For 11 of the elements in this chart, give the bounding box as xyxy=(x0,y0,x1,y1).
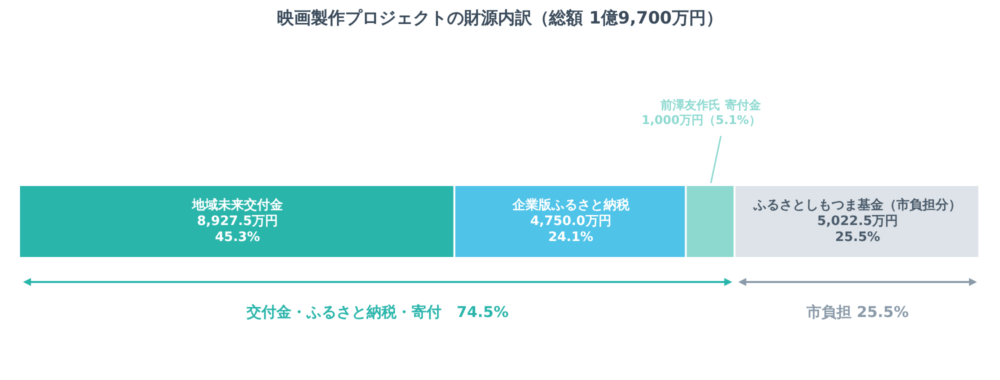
text: 市負担 25.5% xyxy=(805,302,909,321)
data-label: 4,750.0万円 24.1% xyxy=(530,214,612,245)
data-label: 8,927.5万円 45.3% xyxy=(196,214,278,245)
text: 前澤友作氏 寄付金 xyxy=(660,98,762,112)
series-label: 地域未来交付金 xyxy=(191,196,284,213)
data-label: 5,022.5万円 25.5% xyxy=(817,214,898,245)
series-label: 企業版ふるさと納税 xyxy=(511,196,630,213)
data-label: 1,000万円（5.1%） xyxy=(642,113,761,128)
series-label: ふるさとしもつま基金（市負担分） xyxy=(752,196,962,213)
text: 交付金・ふるさと納税・寄付 74.5% xyxy=(246,302,509,321)
chart-title: 映画製作プロジェクトの財源内訳（総額 1億9,700万円） xyxy=(277,8,723,28)
